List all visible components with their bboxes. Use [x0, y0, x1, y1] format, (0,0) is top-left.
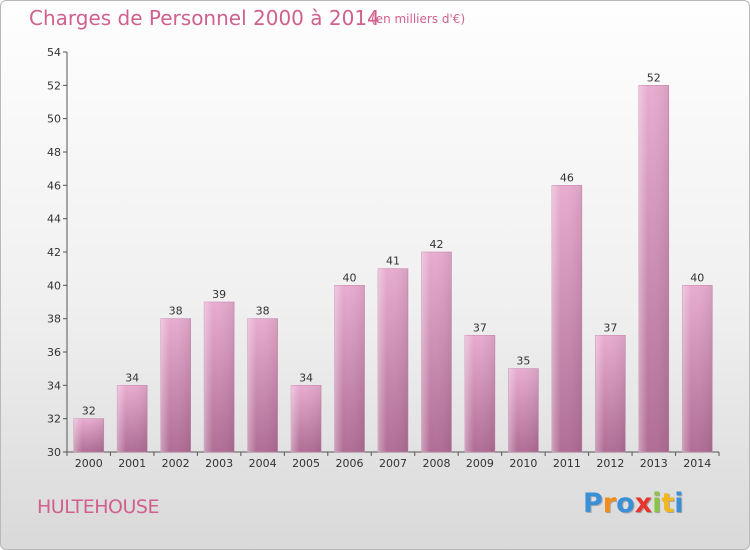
- bar-value-label: 37: [603, 321, 617, 334]
- x-tick-label: 2001: [118, 457, 146, 470]
- x-tick-label: 2006: [336, 457, 364, 470]
- x-tick-label: 2011: [553, 457, 581, 470]
- x-tick-label: 2009: [466, 457, 494, 470]
- logo-letter: t: [661, 488, 675, 519]
- bar-shade: [73, 418, 104, 452]
- bar-shade: [682, 285, 713, 452]
- x-tick-label: 2003: [205, 457, 233, 470]
- y-tick-label: 30: [47, 446, 61, 459]
- x-tick-label: 2002: [162, 457, 190, 470]
- y-tick-label: 36: [47, 346, 61, 359]
- proxiti-logo[interactable]: Proxiti: [583, 488, 684, 519]
- place-name: HULTEHOUSE: [37, 496, 160, 518]
- bar-shade: [551, 185, 582, 453]
- x-tick-label: 2014: [683, 457, 711, 470]
- bar-shade: [334, 285, 365, 452]
- bar-value-label: 40: [343, 271, 357, 284]
- x-tick-label: 2013: [640, 457, 668, 470]
- logo-letter: i: [674, 488, 684, 519]
- bar-shade: [421, 252, 452, 452]
- bar-value-label: 34: [125, 371, 139, 384]
- bar-value-label: 35: [516, 355, 530, 368]
- chart-title: Charges de Personnel 2000 à 2014: [29, 6, 380, 30]
- bar-shade: [291, 385, 322, 452]
- bar-value-label: 42: [429, 238, 443, 251]
- logo-letter: i: [652, 488, 662, 519]
- bar-value-label: 39: [212, 288, 226, 301]
- y-tick-label: 34: [47, 379, 61, 392]
- x-tick-label: 2004: [249, 457, 277, 470]
- y-tick-label: 40: [47, 279, 61, 292]
- bar-shade: [204, 302, 235, 452]
- logo-letter: P: [583, 488, 603, 519]
- bar-shade: [595, 335, 626, 452]
- x-tick-label: 2010: [509, 457, 537, 470]
- y-tick-label: 50: [47, 113, 61, 126]
- bar-value-label: 52: [647, 71, 661, 84]
- bar-shade: [508, 368, 539, 452]
- y-tick-label: 32: [47, 413, 61, 426]
- logo-letter: r: [602, 488, 617, 519]
- bar-shade: [247, 318, 278, 452]
- bar-value-label: 40: [690, 271, 704, 284]
- y-tick-label: 54: [47, 46, 61, 59]
- bar-shade: [638, 85, 669, 452]
- bar-value-label: 38: [169, 305, 183, 318]
- bar-shade: [378, 268, 408, 452]
- logo-letter: x: [634, 488, 653, 519]
- y-tick-label: 42: [47, 246, 61, 259]
- y-tick-label: 52: [47, 79, 61, 92]
- bar-value-label: 34: [299, 371, 313, 384]
- bar-shade: [117, 385, 148, 452]
- logo-letter: o: [616, 488, 635, 519]
- bar-value-label: 32: [82, 405, 96, 418]
- y-tick-label: 48: [47, 146, 61, 159]
- bar-value-label: 38: [256, 305, 270, 318]
- bar-shade: [160, 318, 191, 452]
- chart-axes: 30 32 34 36 38 40 42 44 46 48 50 52 54 2000 2001 2002 20…: [47, 46, 720, 470]
- x-tick-label: 2012: [596, 457, 624, 470]
- x-tick-label: 2005: [292, 457, 320, 470]
- y-tick-label: 44: [47, 213, 61, 226]
- bar-value-label: 37: [473, 321, 487, 334]
- y-tick-label: 46: [47, 179, 61, 192]
- x-tick-label: 2000: [75, 457, 103, 470]
- bar-shade: [464, 335, 495, 452]
- bar-value-label: 41: [386, 255, 400, 268]
- bar-value-label: 46: [560, 171, 574, 184]
- x-tick-label: 2008: [422, 457, 450, 470]
- x-tick-label: 2007: [379, 457, 407, 470]
- chart-bars: 32 34 38 39 38 34 40 41 42 37 35 46 37 52 40: [73, 71, 713, 453]
- chart-subtitle: (en milliers d'€): [371, 12, 466, 26]
- y-tick-label: 38: [47, 313, 61, 326]
